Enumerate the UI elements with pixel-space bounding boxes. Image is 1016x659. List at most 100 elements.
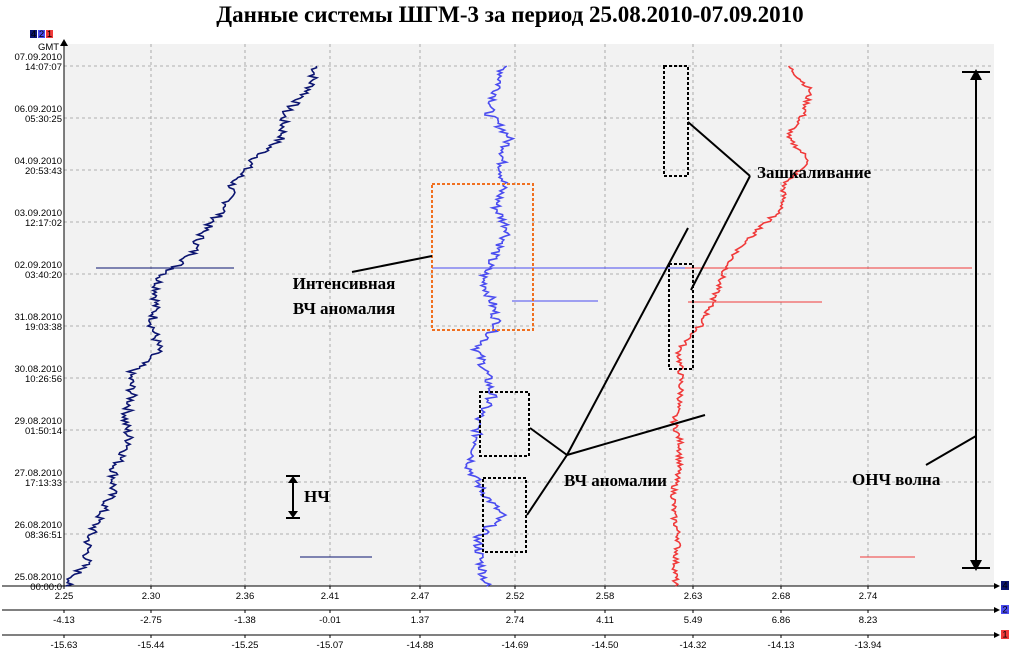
annotation-leader: [566, 227, 689, 456]
channel-tab-4: [30, 30, 37, 38]
chart-title: Данные системы ШГМ-3 за период 25.08.201…: [216, 2, 803, 27]
channel-tab-1: [46, 30, 53, 38]
hf-anomaly-box: [482, 477, 527, 553]
value-tick-label: -14.88: [407, 640, 434, 651]
ulf-arrow-up: [970, 69, 982, 80]
annotation-leader: [687, 121, 751, 177]
lf-arrow-down: [288, 511, 298, 518]
value-axis-channel-marker: [1001, 630, 1009, 639]
gmt-label: GMT: [38, 42, 59, 53]
value-tick-label: 2.58: [596, 591, 615, 602]
value-tick-label: 2.25: [55, 591, 74, 602]
value-tick-label: 2.74: [859, 591, 878, 602]
time-tick-date: 31.08.2010: [14, 312, 62, 323]
value-tick-label: -14.13: [768, 640, 795, 651]
value-axis-arrow: [994, 632, 1000, 638]
time-tick-date: 25.08.2010: [14, 572, 62, 583]
channel-tab-2: [38, 30, 45, 38]
plot-area: [64, 44, 994, 586]
time-axis-arrow: [60, 39, 68, 46]
annotation-leader: [351, 255, 433, 273]
annotation-lf: НЧ: [304, 487, 330, 506]
value-tick-label: -15.07: [317, 640, 344, 651]
value-tick-label: 2.68: [772, 591, 791, 602]
hf-anomaly-box: [479, 391, 530, 457]
time-tick-date: 27.08.2010: [14, 468, 62, 479]
value-tick-label: -4.13: [53, 615, 75, 626]
value-tick-label: -15.44: [138, 640, 165, 651]
value-tick-label: -15.25: [232, 640, 259, 651]
annotation-leader: [529, 427, 568, 456]
time-tick-date: 03.09.2010: [14, 208, 62, 219]
value-tick-label: 8.23: [859, 615, 878, 626]
value-axis-channel-label: 4: [1002, 581, 1007, 592]
value-tick-label: -1.38: [234, 615, 256, 626]
time-tick-time: 05:30:25: [25, 114, 62, 125]
value-axis-channel-marker: [1001, 581, 1009, 590]
value-axis-arrow: [994, 607, 1000, 613]
value-tick-label: 2.41: [321, 591, 340, 602]
channel-tab-label: 1: [47, 29, 52, 40]
time-tick-time: 10:26:56: [25, 374, 62, 385]
value-tick-label: -2.75: [140, 615, 162, 626]
channel-tab-label: 4: [31, 29, 36, 40]
value-tick-label: -0.01: [319, 615, 341, 626]
series-line-4: [65, 65, 320, 587]
value-tick-label: -13.94: [855, 640, 882, 651]
time-tick-date: 04.09.2010: [14, 156, 62, 167]
value-tick-label: 2.52: [506, 591, 525, 602]
annotation-leader: [526, 454, 568, 516]
annotation-clipping: Зашкаливание: [757, 163, 872, 182]
time-tick-date: 26.08.2010: [14, 520, 62, 531]
annotation-intense-2: ВЧ аномалия: [293, 299, 395, 318]
ulf-arrow-down: [970, 560, 982, 571]
clipping-box: [663, 65, 689, 177]
time-tick-date: 06.09.2010: [14, 104, 62, 115]
value-axis-channel-label: 1: [1002, 630, 1007, 641]
channel-tab-label: 2: [39, 29, 44, 40]
time-tick-time: 03:40:20: [25, 270, 62, 281]
value-axes: 4 2.25 2.30 2.36 2.41 2.47 2.52 2.58 2.63 2.68 2.7…: [2, 581, 1009, 651]
annotations: Интенсивная ВЧ аномалия Зашкаливание ВЧ ано…: [286, 65, 990, 571]
time-tick-date: 02.09.2010: [14, 260, 62, 271]
time-tick-time: 12:17:02: [25, 218, 62, 229]
time-tick-time: 19:03:38: [25, 322, 62, 333]
annotation-leader: [690, 175, 751, 291]
lf-arrow-up: [288, 476, 298, 483]
value-tick-label: 2.63: [684, 591, 703, 602]
value-tick-label: 2.47: [411, 591, 430, 602]
series-line-2: [463, 65, 516, 587]
value-axis-channel-label: 2: [1002, 605, 1007, 616]
value-axis-channel-marker: [1001, 605, 1009, 614]
value-tick-label: 2.36: [236, 591, 255, 602]
annotation-intense-1: Интенсивная: [293, 274, 396, 293]
value-tick-label: 1.37: [411, 615, 430, 626]
time-tick-time: 01:50:14: [25, 426, 62, 437]
value-tick-label: 5.49: [684, 615, 703, 626]
value-tick-label: 6.86: [772, 615, 791, 626]
clipping-box: [668, 263, 694, 370]
time-tick-time: 00:00:0: [30, 582, 62, 593]
time-tick-date: 07.09.2010: [14, 52, 62, 63]
value-axis-arrow: [994, 583, 1000, 589]
time-tick-time: 14:07:07: [25, 62, 62, 73]
value-tick-label: 2.30: [142, 591, 161, 602]
time-tick-date: 30.08.2010: [14, 364, 62, 375]
time-tick-time: 08:36:51: [25, 530, 62, 541]
time-tick-time: 20:53:43: [25, 166, 62, 177]
time-tick-time: 17:13:33: [25, 478, 62, 489]
annotation-ulf: ОНЧ волна: [852, 470, 941, 489]
value-tick-label: 2.74: [506, 615, 525, 626]
value-tick-label: -14.32: [680, 640, 707, 651]
time-tick-date: 29.08.2010: [14, 416, 62, 427]
annotation-leader: [566, 414, 706, 456]
value-tick-label: -15.63: [51, 640, 78, 651]
annotation-leader: [925, 435, 977, 466]
annotation-hf: ВЧ аномалии: [564, 471, 667, 490]
value-tick-label: 4.11: [596, 615, 614, 626]
series-line-1: [669, 65, 813, 587]
value-tick-label: -14.69: [502, 640, 529, 651]
